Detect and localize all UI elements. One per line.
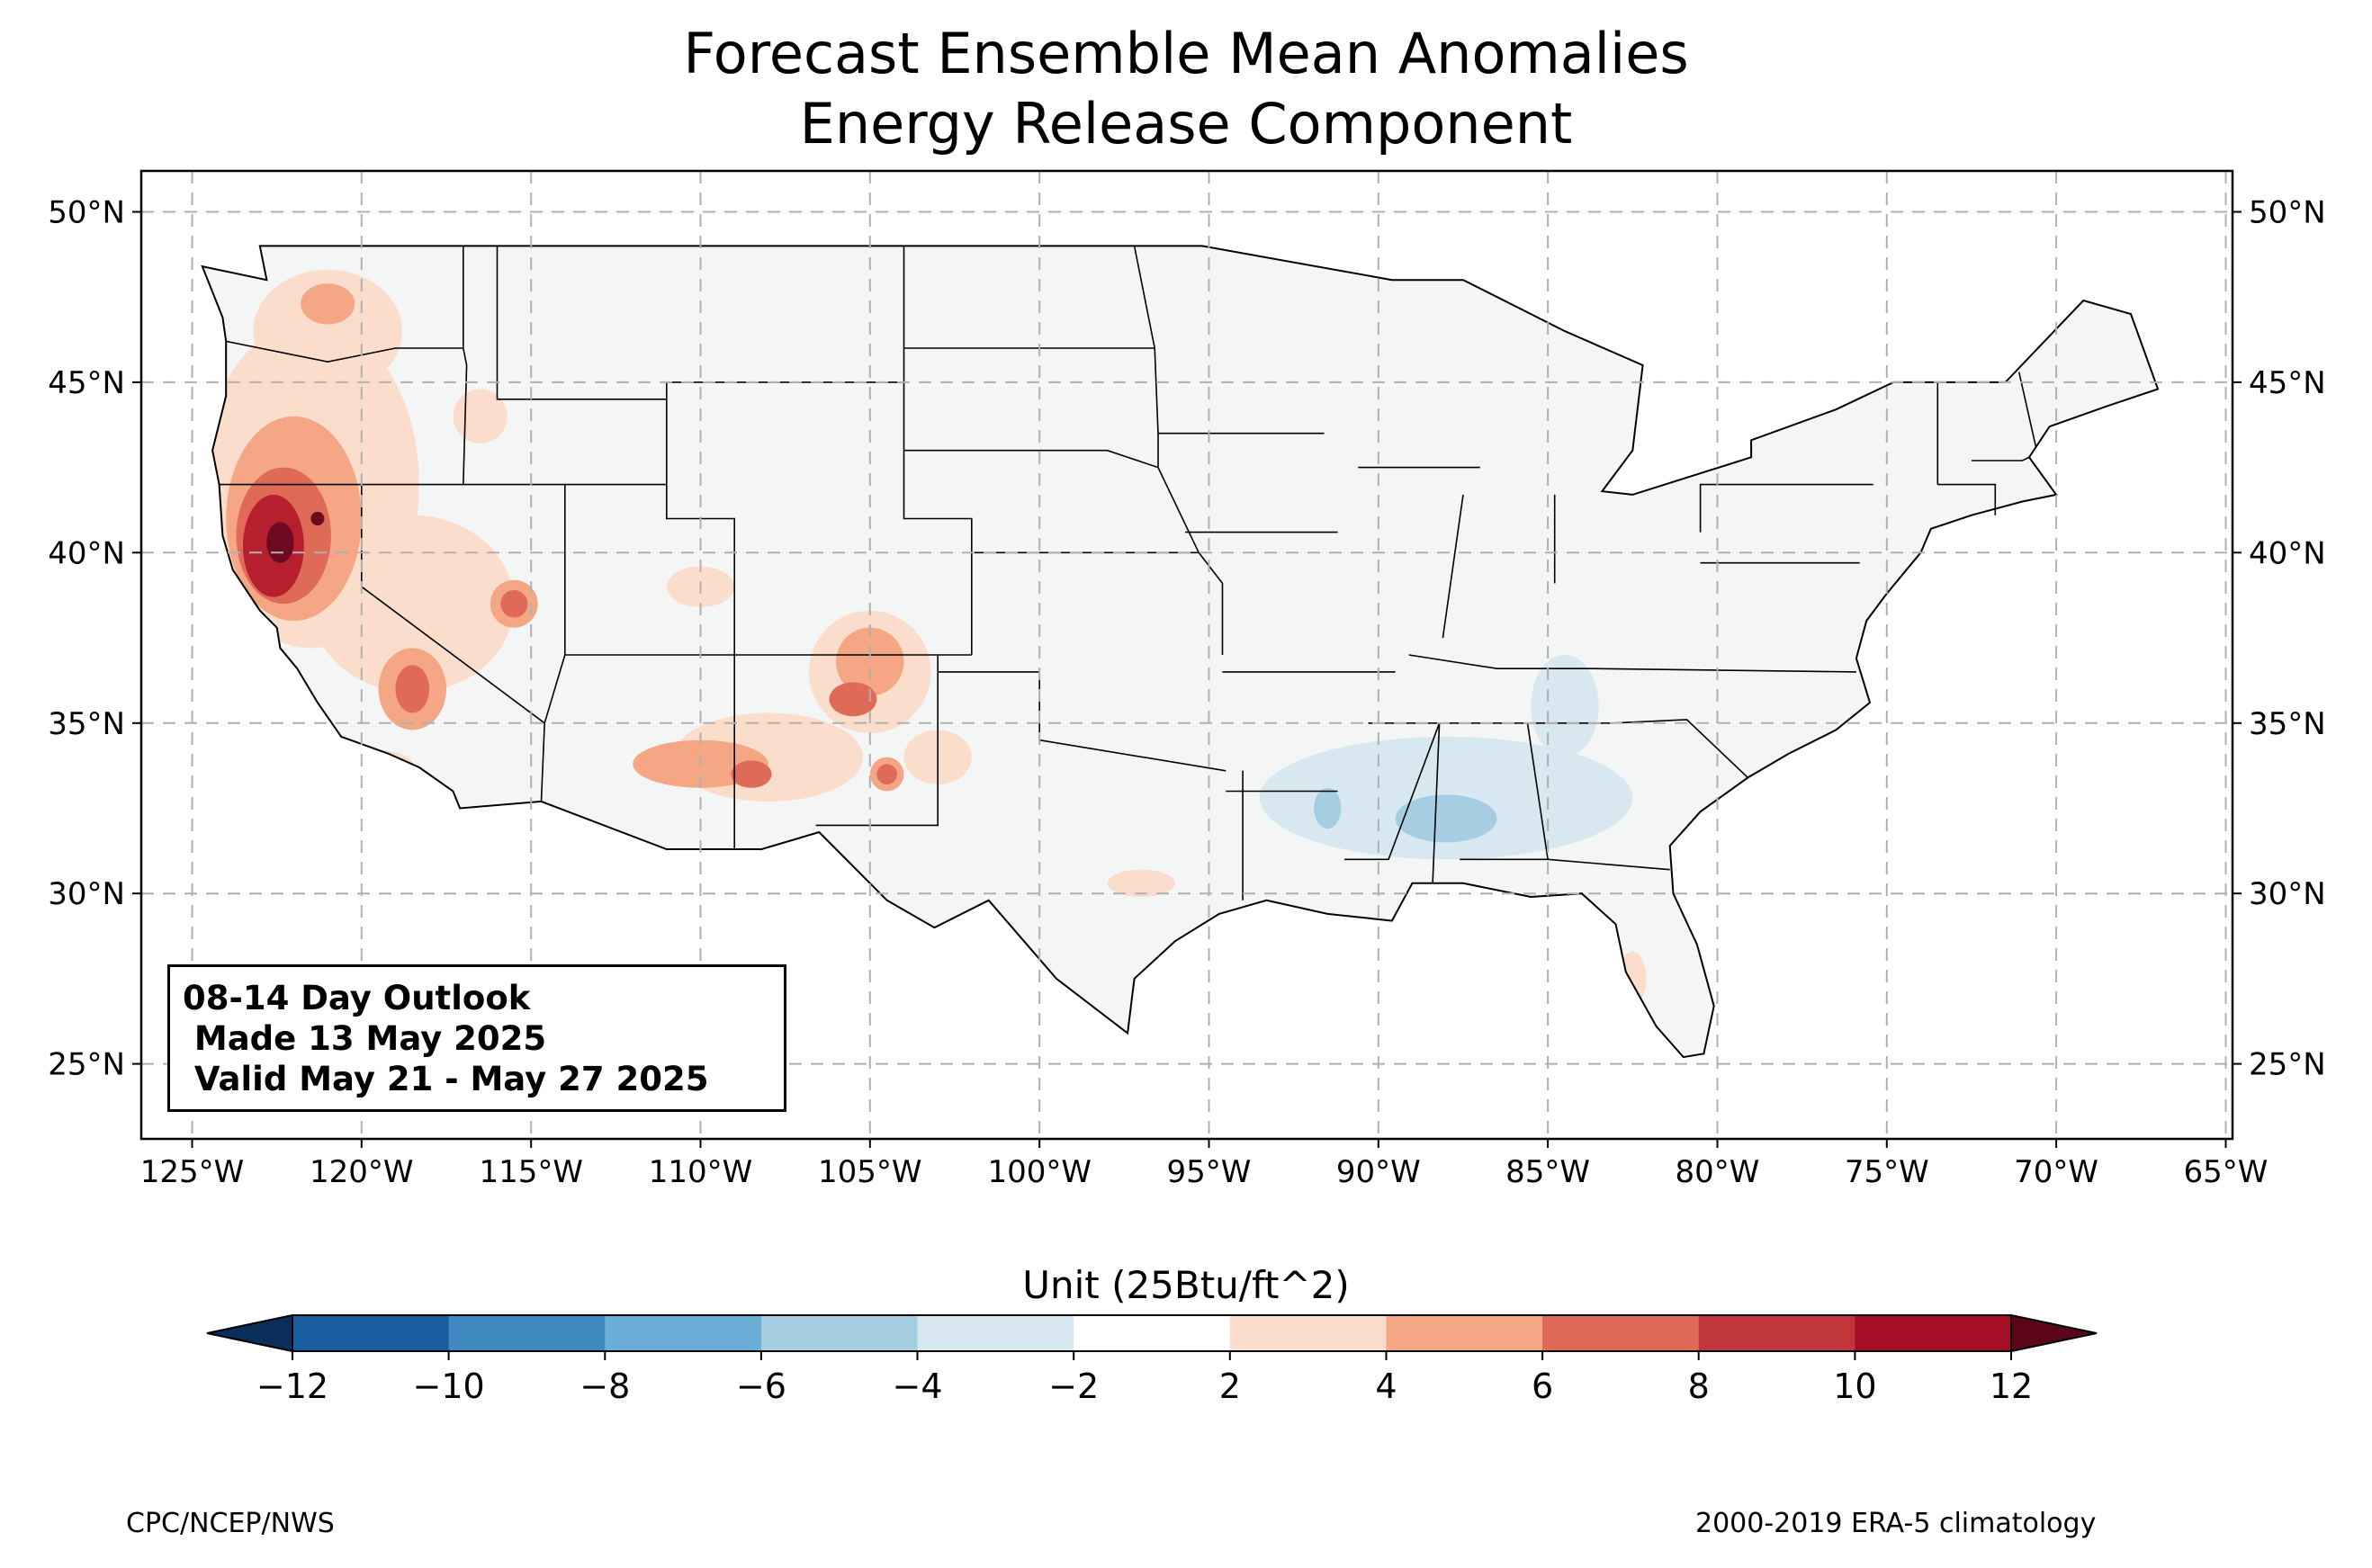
lon-tick-label: 100°W xyxy=(987,1154,1092,1190)
lon-tick-label: 115°W xyxy=(479,1154,583,1190)
anomaly-region-6-1 xyxy=(1314,787,1342,829)
lat-tick-label-left: 30°N xyxy=(48,876,125,912)
colorbar-under-arrow xyxy=(206,1313,293,1353)
lat-tick-label-right: 25°N xyxy=(2249,1047,2326,1083)
colorbar-segment xyxy=(1229,1315,1387,1351)
lon-tick-label: 85°W xyxy=(1505,1154,1590,1190)
colorbar-segment xyxy=(292,1315,450,1351)
anomaly-region-0-6 xyxy=(1107,869,1175,897)
lat-tick-label-left: 35°N xyxy=(48,706,125,742)
lat-tick-label-left: 45°N xyxy=(48,365,125,401)
state-border-26 xyxy=(1548,858,1670,871)
colorbar-tick-label: −2 xyxy=(1048,1366,1099,1406)
colorbar-tick-label: 10 xyxy=(1833,1366,1876,1406)
state-border-38 xyxy=(2017,372,2037,448)
anomaly-region-2-1 xyxy=(395,665,430,713)
state-border-0 xyxy=(463,246,468,485)
state-border-29 xyxy=(1408,654,1593,669)
lon-tick-label: 65°W xyxy=(2184,1154,2269,1190)
lon-tick-label: 80°W xyxy=(1676,1154,1760,1190)
colorbar-segment xyxy=(605,1315,762,1351)
anomaly-region-4-0 xyxy=(266,522,294,563)
colorbar-segment xyxy=(448,1315,606,1351)
colorbar-tick-label: −4 xyxy=(892,1366,942,1406)
anomaly-region-5-1 xyxy=(1531,655,1599,757)
lon-tick-label: 120°W xyxy=(310,1154,414,1190)
anomaly-region-2-4 xyxy=(500,590,528,618)
lat-tick-label-left: 50°N xyxy=(48,195,125,231)
colorbar-segment xyxy=(1855,1315,2012,1351)
colorbar-title: Unit (25Btu/ft^2) xyxy=(1022,1263,1350,1307)
colorbar-tick-label: 2 xyxy=(1219,1366,1241,1406)
colorbar-outline xyxy=(292,1314,2012,1352)
colorbar-segment xyxy=(1386,1315,1543,1351)
anomaly-region-4-1 xyxy=(310,511,325,526)
state-border-22 xyxy=(1344,722,1441,861)
state-border-30 xyxy=(1442,494,1464,639)
anomaly-region-2-3 xyxy=(731,760,772,788)
coastline xyxy=(201,245,2160,1059)
anomaly-region-1-3 xyxy=(836,627,904,696)
state-border-37 xyxy=(1972,456,2030,461)
anomaly-region-2-2 xyxy=(829,682,877,717)
outlook-info-box: 08-14 Day Outlook Made 13 May 2025 Valid… xyxy=(167,964,786,1112)
state-border-14 xyxy=(815,655,939,827)
colorbar-tick-label: 8 xyxy=(1688,1366,1710,1406)
colorbar-tick-label: 4 xyxy=(1375,1366,1397,1406)
state-borders xyxy=(219,246,2037,900)
state-border-7 xyxy=(666,381,973,655)
state-border-32 xyxy=(1699,483,1873,533)
lat-tick-label-right: 40°N xyxy=(2249,535,2326,571)
colorbar-tick-label: −8 xyxy=(580,1366,630,1406)
anomaly-region-2-5 xyxy=(876,764,897,784)
lon-tick-label: 110°W xyxy=(649,1154,753,1190)
colorbar-segment xyxy=(1698,1315,1855,1351)
anomaly-region-0-2 xyxy=(253,269,403,393)
lat-tick-label-right: 50°N xyxy=(2249,195,2326,231)
lon-tick-label: 70°W xyxy=(2014,1154,2098,1190)
anomaly-region-6-0 xyxy=(1395,794,1497,843)
map-title: Forecast Ensemble Mean Anomalies xyxy=(683,21,1689,86)
state-border-28 xyxy=(1592,668,1856,673)
lon-tick-label: 90°W xyxy=(1336,1154,1421,1190)
lat-tick-label-left: 40°N xyxy=(48,535,125,571)
colorbar-tick-label: −12 xyxy=(256,1366,328,1406)
colorbar-segment xyxy=(1074,1315,1231,1351)
colorbar-tick-label: −6 xyxy=(736,1366,786,1406)
state-border-11 xyxy=(1133,246,1159,468)
colorbar-segment xyxy=(1542,1315,1700,1351)
anomaly-region-0-9 xyxy=(453,389,508,444)
lat-tick-label-right: 30°N xyxy=(2249,876,2326,912)
lon-tick-label: 95°W xyxy=(1167,1154,1252,1190)
longitude-ticks: 125°W 120°W 115°W 110°W 105°W 100°W 95°W 90°W 85… xyxy=(140,1139,2269,1190)
state-border-12 xyxy=(903,449,1159,469)
colorbar-segment xyxy=(760,1315,918,1351)
colorbar-tick-label: 6 xyxy=(1532,1366,1553,1406)
state-border-15 xyxy=(938,671,1226,772)
anomaly-region-1-4 xyxy=(301,283,355,325)
lon-tick-label: 75°W xyxy=(1845,1154,1929,1190)
colorbar-over-arrow xyxy=(2010,1313,2098,1353)
map-panel xyxy=(139,169,2234,1141)
state-border-16 xyxy=(1157,467,1224,655)
state-border-3 xyxy=(361,484,546,802)
lat-tick-label-right: 35°N xyxy=(2249,706,2326,742)
lon-tick-label: 125°W xyxy=(140,1154,245,1190)
colorbar-tick-label: 12 xyxy=(1990,1366,2033,1406)
lon-tick-label: 105°W xyxy=(818,1154,922,1190)
state-border-36 xyxy=(1937,483,1997,515)
colorbar: −12 −10 −8 −6 −4 −2 2 4 6 8 10 12 xyxy=(206,1313,2098,1406)
credit-right: 2000-2019 ERA-5 climatology xyxy=(1695,1508,2097,1539)
map-subtitle: Energy Release Component xyxy=(799,91,1573,157)
colorbar-tick-label: −10 xyxy=(412,1366,484,1406)
latitude-ticks: 25°N 25°N 30°N 30°N 35°N 35°N 40°N 40°N 45°N 45°N… xyxy=(48,195,2325,1083)
lat-tick-label-left: 25°N xyxy=(48,1047,125,1083)
land-area xyxy=(202,246,2159,1058)
colorbar-segment xyxy=(917,1315,1074,1351)
credit-left: CPC/NCEP/NWS xyxy=(126,1508,335,1539)
state-border-8 xyxy=(496,246,667,400)
lat-tick-label-right: 45°N xyxy=(2249,365,2326,401)
state-border-24 xyxy=(1432,722,1441,883)
